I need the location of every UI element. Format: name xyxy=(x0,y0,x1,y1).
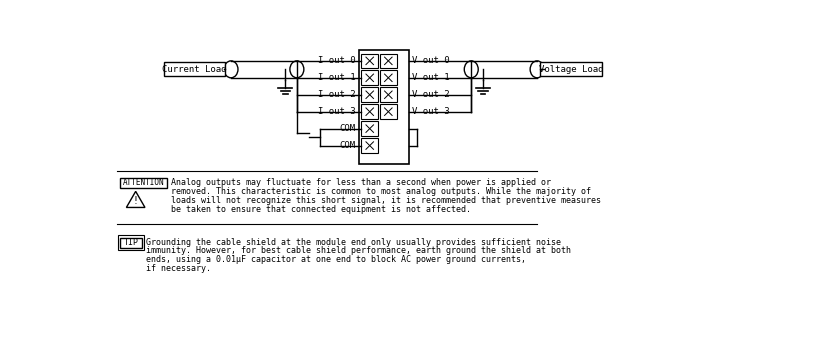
Text: V out 3: V out 3 xyxy=(412,107,449,116)
Bar xyxy=(361,54,378,68)
Bar xyxy=(380,104,397,119)
Text: V out 2: V out 2 xyxy=(412,90,449,99)
Text: I out 1: I out 1 xyxy=(318,73,356,82)
Text: V out 1: V out 1 xyxy=(412,73,449,82)
Bar xyxy=(361,88,378,102)
Text: if necessary.: if necessary. xyxy=(146,264,210,273)
Bar xyxy=(540,62,602,76)
Bar xyxy=(380,88,397,102)
Text: immunity. However, for best cable shield performance, earth ground the shield at: immunity. However, for best cable shield… xyxy=(146,246,571,256)
Text: removed. This characteristic is common to most analog outputs. While the majorit: removed. This characteristic is common t… xyxy=(171,187,591,196)
Bar xyxy=(359,50,409,164)
Bar xyxy=(361,138,378,153)
Text: COM: COM xyxy=(340,124,356,133)
Text: I out 3: I out 3 xyxy=(318,107,356,116)
Text: Grounding the cable shield at the module end only usually provides sufficient no: Grounding the cable shield at the module… xyxy=(146,238,561,247)
Text: !: ! xyxy=(133,196,139,205)
Bar xyxy=(120,177,167,188)
Bar xyxy=(380,70,397,85)
Text: V out 0: V out 0 xyxy=(412,56,449,65)
Bar xyxy=(361,70,378,85)
Bar xyxy=(361,104,378,119)
Text: Current Load: Current Load xyxy=(163,65,227,74)
Bar xyxy=(380,54,397,68)
Text: ATTENTION: ATTENTION xyxy=(123,178,164,187)
Text: I out 0: I out 0 xyxy=(318,56,356,65)
Text: TIP: TIP xyxy=(124,238,139,247)
Text: ends, using a 0.01μF capacitor at one end to block AC power ground currents,: ends, using a 0.01μF capacitor at one en… xyxy=(146,255,526,264)
Text: Analog outputs may fluctuate for less than a second when power is applied or: Analog outputs may fluctuate for less th… xyxy=(171,178,550,187)
Text: I out 2: I out 2 xyxy=(318,90,356,99)
Text: be taken to ensure that connected equipment is not affected.: be taken to ensure that connected equipm… xyxy=(171,205,470,214)
Text: loads will not recognize this short signal, it is recommended that preventive me: loads will not recognize this short sign… xyxy=(171,196,601,205)
Text: COM: COM xyxy=(340,141,356,150)
Bar xyxy=(118,235,144,250)
Bar xyxy=(164,62,224,76)
Bar xyxy=(361,121,378,136)
Bar xyxy=(120,238,142,247)
Text: Voltage Load: Voltage Load xyxy=(539,65,603,74)
